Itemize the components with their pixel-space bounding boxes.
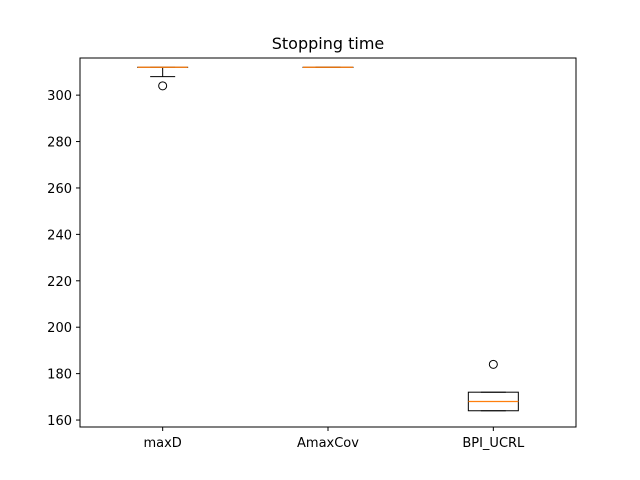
box-group	[467, 359, 519, 412]
plot-area	[79, 57, 577, 428]
boxes	[137, 66, 519, 412]
y-axis: 160 180 200 220 240 260 280 300	[47, 89, 80, 429]
y-tick-label: 300	[47, 89, 72, 104]
y-tick-label: 220	[47, 275, 72, 290]
y-tick-label: 180	[47, 368, 72, 383]
y-tick-label: 160	[47, 414, 72, 429]
y-tick-label: 200	[47, 321, 72, 336]
box-group	[137, 66, 189, 91]
flier-point	[158, 81, 168, 91]
x-tick-label: BPI_UCRL	[462, 436, 525, 451]
x-tick-label: AmaxCov	[297, 436, 359, 451]
x-axis: maxD AmaxCov BPI_UCRL	[143, 427, 525, 451]
flier-point	[488, 359, 498, 369]
y-tick-label: 240	[47, 228, 72, 243]
x-tick-label: maxD	[143, 436, 181, 451]
chart-title: Stopping time	[272, 34, 385, 53]
y-tick-label: 260	[47, 182, 72, 197]
y-tick-label: 280	[47, 136, 72, 151]
